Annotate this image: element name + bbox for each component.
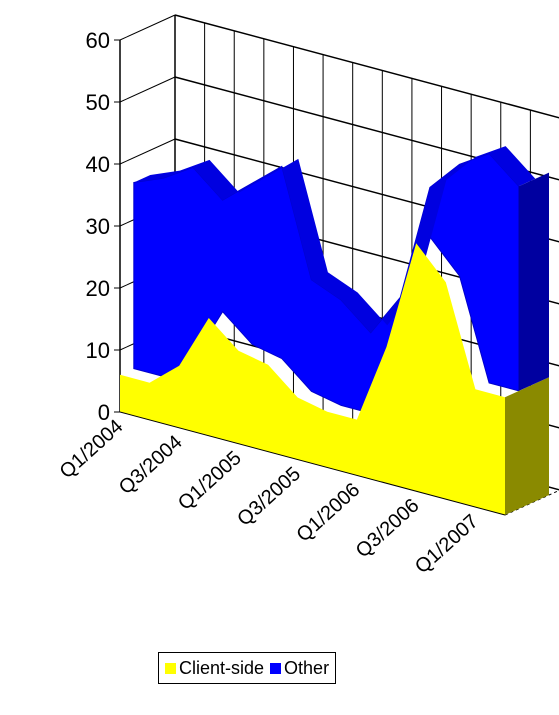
gridline-left-50 bbox=[119, 76, 176, 103]
y-tick-label: 20 bbox=[86, 276, 110, 301]
series-client-side-area bbox=[120, 243, 505, 515]
y-tick-label: 60 bbox=[86, 28, 110, 53]
x-tick-label: Q1/2006 bbox=[293, 479, 365, 547]
gridline-back-60 bbox=[174, 14, 559, 119]
series-other-top bbox=[133, 146, 536, 333]
legend-item: Other bbox=[270, 658, 329, 679]
x-axis-line bbox=[119, 411, 506, 516]
legend-swatch bbox=[270, 662, 282, 674]
legend-item: Client-side bbox=[165, 658, 264, 679]
y-tick-label: 40 bbox=[86, 152, 110, 177]
y-tick-label: 0 bbox=[98, 400, 110, 425]
legend-swatch bbox=[165, 662, 176, 674]
legend-label: Other bbox=[284, 657, 330, 678]
y-tick-label: 50 bbox=[86, 90, 110, 115]
x-tick-label: Q3/2006 bbox=[352, 495, 424, 563]
legend-label: Client-side bbox=[179, 657, 265, 678]
gridline-left-60 bbox=[119, 14, 176, 41]
y-tick-label: 30 bbox=[86, 214, 110, 239]
x-tick-label: Q1/2005 bbox=[174, 447, 246, 515]
gridline-left-40 bbox=[119, 138, 176, 165]
x-tick-label: Q3/2005 bbox=[233, 463, 305, 531]
y-tick-label: 10 bbox=[86, 338, 110, 363]
legend: Client-side Other bbox=[158, 652, 337, 684]
series-other-side bbox=[518, 172, 549, 391]
x-tick-label: Q1/2007 bbox=[411, 510, 483, 578]
series-client-side-side bbox=[505, 377, 549, 515]
x-tick-label: Q3/2004 bbox=[115, 431, 187, 499]
x-tick-label: Q1/2004 bbox=[56, 415, 128, 483]
